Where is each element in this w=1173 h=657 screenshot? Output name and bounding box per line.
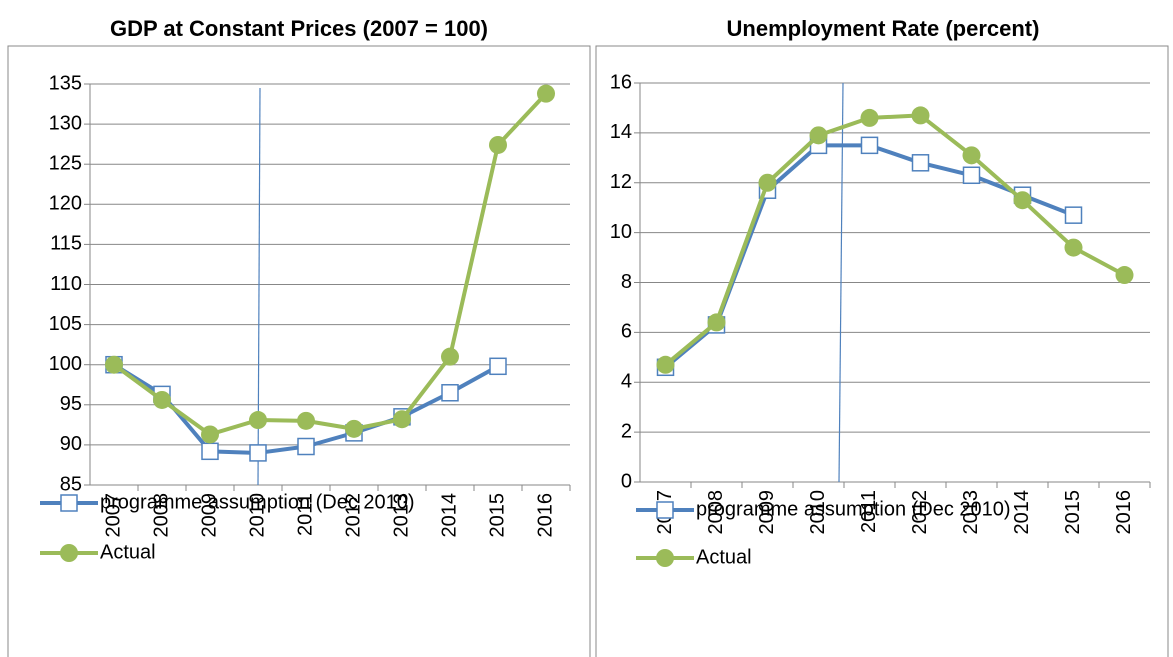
x-tick-label: 2012 — [342, 493, 364, 538]
x-tick-label: 2013 — [960, 490, 982, 535]
y-tick-label: 110 — [50, 273, 82, 295]
legend-label: programme assumption (Dec 2010) — [696, 498, 1011, 520]
y-tick-label: 10 — [610, 221, 632, 243]
x-tick-label: 2012 — [909, 490, 931, 535]
y-tick-label: 14 — [610, 121, 632, 143]
reference-line — [838, 82, 844, 483]
marker — [441, 347, 459, 366]
x-tick-label: 2014 — [438, 493, 460, 538]
x-tick-label: 2014 — [1011, 490, 1033, 535]
y-tick-label: 8 — [621, 271, 632, 293]
y-tick-label: 120 — [49, 193, 82, 215]
marker — [962, 146, 981, 165]
marker — [201, 442, 219, 461]
y-tick-label: 105 — [49, 313, 82, 335]
marker — [656, 501, 674, 519]
x-tick-label: 2009 — [756, 490, 778, 535]
marker — [489, 357, 507, 376]
y-tick-label: 130 — [49, 112, 82, 134]
y-tick-label: 135 — [49, 72, 82, 94]
x-tick-label: 2010 — [807, 490, 829, 535]
y-tick-label: 125 — [49, 152, 82, 174]
series-line — [112, 92, 548, 437]
marker — [249, 444, 267, 462]
y-tick-label: 100 — [49, 353, 82, 375]
legend-label: Actual — [100, 541, 156, 563]
marker — [345, 419, 363, 438]
marker — [249, 411, 267, 430]
panel-frame — [595, 45, 1169, 657]
y-tick-label: 4 — [621, 371, 632, 393]
marker — [656, 549, 674, 567]
x-tick-label: 2009 — [198, 493, 220, 538]
x-tick-label: 2013 — [390, 493, 412, 538]
marker — [911, 154, 930, 172]
marker — [1013, 191, 1032, 210]
marker — [393, 410, 411, 429]
y-tick-label: 90 — [60, 433, 82, 455]
marker — [860, 108, 879, 127]
marker — [60, 494, 78, 512]
marker — [962, 166, 981, 185]
marker — [860, 136, 879, 155]
marker — [489, 135, 507, 154]
marker — [809, 126, 828, 145]
legend-label: programme assumption (Dec 2010) — [100, 491, 415, 513]
marker — [758, 173, 777, 192]
x-tick-label: 2016 — [1113, 490, 1135, 535]
x-tick-label: 2011 — [294, 493, 316, 536]
marker — [153, 390, 171, 409]
x-tick-label: 2010 — [246, 493, 268, 538]
marker — [537, 84, 555, 103]
series-line — [664, 113, 1126, 367]
panel-frame — [7, 45, 591, 657]
marker — [60, 544, 78, 562]
x-tick-label: 2015 — [486, 493, 508, 538]
marker — [441, 384, 459, 402]
y-tick-label: 95 — [60, 393, 82, 415]
series-line — [664, 143, 1075, 369]
y-tick-label: 2 — [621, 420, 632, 442]
chart-title: GDP at Constant Prices (2007 = 100) — [110, 16, 488, 41]
chart-title: Unemployment Rate (percent) — [727, 16, 1040, 41]
x-tick-label: 2008 — [150, 493, 172, 538]
y-tick-label: 6 — [621, 321, 632, 343]
y-tick-label: 85 — [60, 473, 82, 495]
y-tick-label: 115 — [50, 233, 82, 255]
marker — [707, 313, 726, 332]
marker — [201, 425, 219, 444]
x-tick-label: 2008 — [705, 490, 727, 535]
y-tick-label: 16 — [610, 71, 632, 93]
marker — [656, 355, 675, 374]
marker — [1064, 206, 1083, 224]
x-tick-label: 2007 — [102, 493, 124, 538]
y-tick-label: 0 — [621, 470, 632, 492]
marker — [297, 437, 315, 456]
y-tick-label: 12 — [610, 171, 632, 193]
legend-label: Actual — [696, 546, 752, 568]
marker — [297, 411, 315, 430]
marker — [1064, 238, 1083, 257]
x-tick-label: 2015 — [1062, 490, 1084, 535]
x-tick-label: 2016 — [534, 493, 556, 538]
marker — [911, 106, 930, 125]
marker — [1115, 266, 1134, 285]
x-tick-label: 2011 — [858, 490, 880, 533]
marker — [105, 355, 123, 374]
